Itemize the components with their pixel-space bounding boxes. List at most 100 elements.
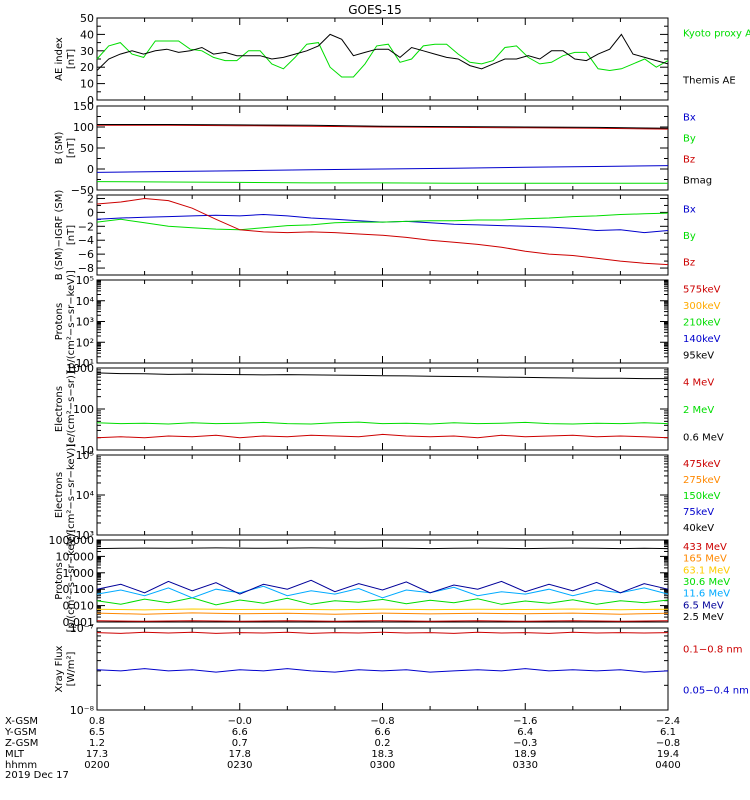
footer-value: 18.3 <box>371 749 393 760</box>
footer-value: 6.6 <box>232 727 248 738</box>
y-axis-label: AE index <box>54 37 65 81</box>
y-tick-label: 40 <box>80 28 94 41</box>
footer-value: −2.4 <box>656 716 680 727</box>
panel-frame <box>96 454 669 536</box>
footer-row-label: MLT <box>5 749 25 760</box>
y-tick-label: 10⁻⁸ <box>70 704 95 717</box>
footer-value: −0.8 <box>656 738 680 749</box>
y-tick-label: 2 <box>87 192 94 205</box>
y-tick-label: 10⁴ <box>76 295 95 308</box>
y-tick-label: 10¹ <box>76 357 94 370</box>
legend-label: Bmag <box>683 176 712 187</box>
chart-title: GOES-15 <box>348 3 402 17</box>
y-tick-label: 10 <box>80 444 94 457</box>
legend-label: By <box>683 231 696 242</box>
panel-frame <box>96 279 669 364</box>
legend-label: 40keV <box>683 523 714 534</box>
footer-value: 1.2 <box>89 738 105 749</box>
legend-label: Themis AE <box>682 76 736 87</box>
y-tick-label: 0 <box>87 94 94 107</box>
legend-label: Bz <box>683 155 695 166</box>
y-tick-label: 10³ <box>76 529 94 542</box>
y-tick-label: −6 <box>78 248 94 261</box>
panel-frame <box>96 539 669 623</box>
footer-value: 18.9 <box>514 749 536 760</box>
footer-value: 0.8 <box>89 716 105 727</box>
footer-value: −0.0 <box>228 716 252 727</box>
legend-label: 150keV <box>683 491 721 502</box>
series-line-11-6-mev <box>96 585 669 599</box>
panel-frame <box>96 367 669 451</box>
y-tick-label: 150 <box>73 100 94 113</box>
series-line-kyoto-proxy-ae <box>96 40 669 78</box>
footer-value: 0200 <box>84 760 109 771</box>
legend-label: 433 MeV <box>683 542 727 553</box>
series-line-433-mev <box>96 620 669 622</box>
legend-label: 575keV <box>683 284 721 295</box>
y-tick-label: 0.001 <box>63 616 95 629</box>
y-tick-label: 100 <box>73 403 94 416</box>
legend-label: Bx <box>683 113 696 124</box>
footer-value: 0230 <box>227 760 252 771</box>
series-line-bz <box>97 124 669 130</box>
series-line-4-mev <box>96 433 669 439</box>
y-tick-label: 10⁴ <box>76 489 95 502</box>
series-line-6-5-mev <box>96 579 669 595</box>
y-tick-label: 20 <box>80 61 94 74</box>
y-tick-label: 10⁻⁷ <box>70 622 94 635</box>
y-axis-label: [nT] <box>66 138 77 158</box>
legend-label: 30.6 MeV <box>683 577 730 588</box>
footer-value: −0.3 <box>513 738 537 749</box>
y-tick-label: −50 <box>71 184 94 197</box>
y-axis-label: Electrons <box>54 386 65 432</box>
y-tick-label: 0 <box>87 206 94 219</box>
series-line-bmag <box>97 124 669 129</box>
footer-value: 0300 <box>370 760 395 771</box>
y-tick-label: 0.010 <box>63 600 95 613</box>
legend-label: 275keV <box>683 475 721 486</box>
y-tick-label: 0 <box>87 163 94 176</box>
legend-label: 300keV <box>683 301 721 312</box>
series-line-by <box>96 181 668 184</box>
series-line-30-6-mev <box>96 597 669 606</box>
series-line-0-05-0-4-nm <box>96 668 669 673</box>
y-axis-label: [p/(cm²−s−sr−keV)] <box>66 530 77 633</box>
y-tick-label: −2 <box>78 220 94 233</box>
y-tick-label: 10.000 <box>56 550 95 563</box>
y-axis-label: [e/(cm²−s−sr)] <box>66 371 77 447</box>
footer-value: 0400 <box>655 760 680 771</box>
y-tick-label: 100.000 <box>49 534 95 547</box>
y-axis-label: Protons <box>54 303 65 340</box>
y-tick-label: 1000 <box>66 362 94 375</box>
y-tick-label: 50 <box>80 142 94 155</box>
y-tick-label: 30 <box>80 45 94 58</box>
legend-label: 4 MeV <box>683 378 714 389</box>
y-axis-label: [nT] <box>66 225 77 245</box>
y-tick-label: 10³ <box>76 316 94 329</box>
legend-label: 95keV <box>683 351 714 362</box>
series-line-2-5-mev <box>96 547 669 550</box>
panel-2: −50 0 50 100 150 B (SM) [nT] Bx By Bz Bmag <box>54 100 712 197</box>
footer-value: 0.2 <box>375 738 391 749</box>
footer-value: 6.4 <box>517 727 533 738</box>
footer-value: 0.7 <box>232 738 248 749</box>
legend-label: 6.5 MeV <box>683 600 724 611</box>
legend-label: Bz <box>683 258 695 269</box>
series-line-2-mev <box>96 421 669 425</box>
footer-value: 0330 <box>513 760 538 771</box>
panel-7: 0.001 0.010 0.100 1.000 10.000 100.000 Protons… <box>49 530 731 633</box>
footer-row-label: 2019 Dec 17 <box>5 770 69 781</box>
footer-value: 6.5 <box>89 727 105 738</box>
legend-label: Bx <box>683 204 696 215</box>
y-tick-label: 10 <box>80 78 94 91</box>
legend-label: 63.1 MeV <box>683 565 730 576</box>
series-line-0-6-mev <box>96 372 668 380</box>
footer-row-label: hhmm <box>5 760 37 771</box>
y-tick-label: 10⁵ <box>76 449 94 462</box>
panel-8: 10⁻⁸ 10⁻⁷ Xray Flux [W/m²] 0.1−0.8 nm 0.05−0.… <box>54 622 749 717</box>
legend-label: By <box>683 134 696 145</box>
series-line-bx <box>96 213 669 234</box>
